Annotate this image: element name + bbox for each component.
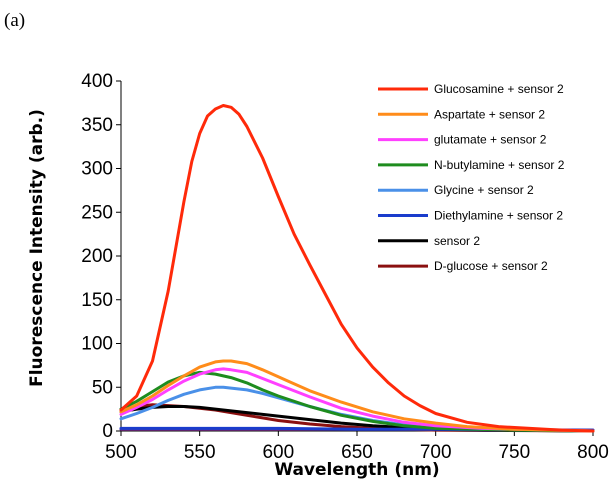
x-axis-title: Wavelength (nm) [274, 460, 439, 480]
series-line-n-butylamine-sensor-2 [119, 370, 595, 433]
x-tick-label: 650 [341, 442, 373, 463]
y-tick-label: 350 [81, 115, 113, 136]
y-tick-label: 50 [92, 377, 113, 398]
y-tick-label: 400 [81, 71, 113, 92]
y-tick-label: 150 [81, 290, 113, 311]
axes: 0 50 100 150 200 250 300 350 400 500 550 600 650 700 7… [81, 71, 609, 463]
x-tick-label: 500 [105, 442, 137, 463]
y-tick-label: 300 [81, 159, 113, 180]
series-line-aspartate-sensor-2 [119, 359, 595, 433]
panel-label: (a) [4, 10, 26, 31]
x-tick-label: 800 [577, 442, 609, 463]
legend: Glucosamine + sensor 2 Aspartate + sensor… [378, 82, 565, 273]
series-line-sensor-2 [119, 405, 595, 433]
x-tick-label: 700 [420, 442, 452, 463]
x-tick-label: 600 [262, 442, 294, 463]
legend-label: glutamate + sensor 2 [434, 133, 547, 147]
y-tick-label: 0 [102, 421, 113, 442]
y-tick-label: 100 [81, 334, 113, 355]
y-axis-title: Fluorescence Intensity (arb.) [27, 109, 47, 387]
legend-label: D-glucose + sensor 2 [434, 259, 548, 273]
y-tick-label: 250 [81, 202, 113, 223]
legend-label: Diethylamine + sensor 2 [434, 209, 563, 223]
legend-label: Glycine + sensor 2 [434, 183, 534, 197]
y-tick-label: 200 [81, 246, 113, 267]
x-tick-label: 750 [498, 442, 530, 463]
legend-label: N-butylamine + sensor 2 [434, 158, 565, 172]
legend-label: sensor 2 [434, 234, 480, 248]
series-lines [119, 104, 595, 433]
series-line-glutamate-sensor-2 [119, 367, 595, 433]
legend-label: Aspartate + sensor 2 [434, 107, 545, 121]
legend-label: Glucosamine + sensor 2 [434, 82, 564, 96]
series-line-glucosamine-sensor-2 [119, 104, 595, 433]
x-tick-label: 550 [184, 442, 216, 463]
